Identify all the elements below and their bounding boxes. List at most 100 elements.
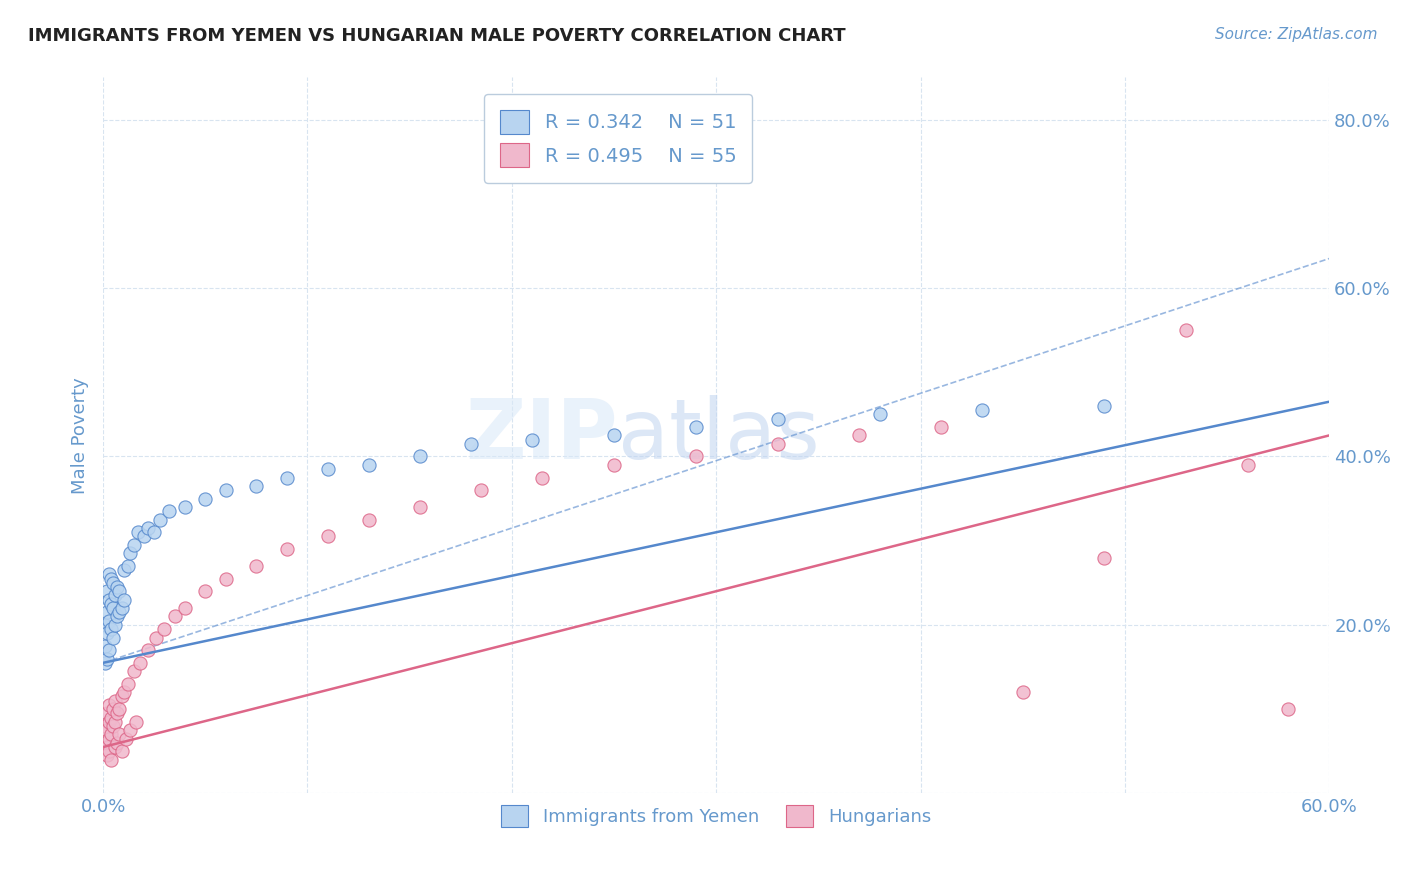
Point	[108, 584, 131, 599]
Point	[98, 567, 121, 582]
Point	[357, 458, 380, 472]
Y-axis label: Male Poverty: Male Poverty	[72, 377, 89, 494]
Point	[112, 592, 135, 607]
Point	[98, 714, 121, 729]
Point	[603, 428, 626, 442]
Point	[132, 529, 155, 543]
Point	[357, 513, 380, 527]
Point	[100, 572, 122, 586]
Text: IMMIGRANTS FROM YEMEN VS HUNGARIAN MALE POVERTY CORRELATION CHART: IMMIGRANTS FROM YEMEN VS HUNGARIAN MALE …	[28, 27, 846, 45]
Point	[470, 483, 492, 497]
Point	[869, 408, 891, 422]
Point	[108, 605, 131, 619]
Point	[98, 592, 121, 607]
Point	[110, 744, 132, 758]
Point	[122, 664, 145, 678]
Text: Source: ZipAtlas.com: Source: ZipAtlas.com	[1215, 27, 1378, 42]
Point	[104, 618, 127, 632]
Point	[114, 731, 136, 746]
Point	[104, 694, 127, 708]
Point	[970, 403, 993, 417]
Point	[316, 462, 339, 476]
Point	[100, 597, 122, 611]
Point	[129, 656, 152, 670]
Point	[173, 601, 195, 615]
Point	[122, 538, 145, 552]
Point	[103, 575, 125, 590]
Point	[94, 656, 117, 670]
Point	[96, 651, 118, 665]
Point	[96, 739, 118, 754]
Point	[157, 504, 180, 518]
Point	[1175, 323, 1198, 337]
Point	[1277, 702, 1299, 716]
Point	[245, 558, 267, 573]
Point	[685, 450, 707, 464]
Point	[163, 609, 186, 624]
Point	[685, 420, 707, 434]
Point	[276, 470, 298, 484]
Point	[98, 731, 121, 746]
Point	[107, 736, 129, 750]
Point	[1094, 399, 1116, 413]
Point	[215, 572, 238, 586]
Point	[96, 748, 118, 763]
Point	[112, 685, 135, 699]
Point	[766, 437, 789, 451]
Point	[118, 546, 141, 560]
Point	[104, 589, 127, 603]
Point	[245, 479, 267, 493]
Point	[103, 719, 125, 733]
Point	[107, 609, 129, 624]
Point	[125, 714, 148, 729]
Point	[136, 521, 159, 535]
Point	[929, 420, 952, 434]
Text: atlas: atlas	[619, 395, 820, 476]
Point	[108, 702, 131, 716]
Point	[96, 605, 118, 619]
Point	[766, 411, 789, 425]
Point	[276, 542, 298, 557]
Point	[1094, 550, 1116, 565]
Point	[104, 739, 127, 754]
Point	[848, 428, 870, 442]
Point	[1236, 458, 1258, 472]
Point	[94, 639, 117, 653]
Point	[100, 622, 122, 636]
Point	[96, 584, 118, 599]
Point	[145, 631, 167, 645]
Point	[409, 450, 432, 464]
Point	[98, 698, 121, 712]
Point	[603, 458, 626, 472]
Point	[117, 558, 139, 573]
Point	[127, 525, 149, 540]
Point	[460, 437, 482, 451]
Point	[98, 744, 121, 758]
Point	[143, 525, 166, 540]
Point	[1011, 685, 1033, 699]
Point	[103, 631, 125, 645]
Point	[98, 643, 121, 657]
Point	[100, 753, 122, 767]
Point	[118, 723, 141, 738]
Point	[104, 714, 127, 729]
Point	[100, 710, 122, 724]
Point	[103, 702, 125, 716]
Point	[103, 601, 125, 615]
Point	[108, 727, 131, 741]
Point	[149, 513, 172, 527]
Point	[107, 706, 129, 721]
Point	[409, 500, 432, 514]
Point	[173, 500, 195, 514]
Point	[107, 580, 129, 594]
Point	[94, 719, 117, 733]
Point	[100, 727, 122, 741]
Point	[94, 736, 117, 750]
Point	[96, 706, 118, 721]
Point	[98, 614, 121, 628]
Point	[136, 643, 159, 657]
Point	[153, 622, 176, 636]
Point	[96, 723, 118, 738]
Point	[215, 483, 238, 497]
Point	[112, 563, 135, 577]
